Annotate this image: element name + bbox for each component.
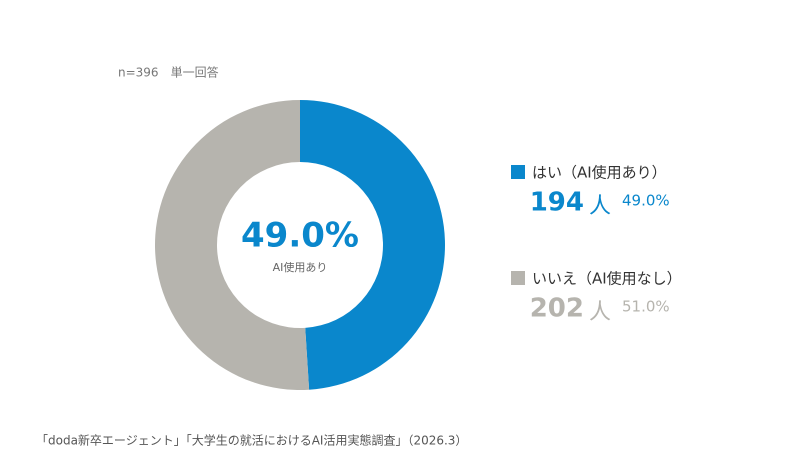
legend-label: いいえ（AI使用なし） — [532, 270, 682, 288]
count: 202 — [530, 294, 584, 324]
source: 「doda新卒エージェント」「大学生の就活におけるAI活用実態調査」（2026.… — [36, 433, 467, 448]
legend-swatch — [511, 165, 525, 179]
percent-label: 49.0% — [622, 192, 670, 210]
percent-label: 51.0% — [622, 298, 670, 316]
legend-swatch — [511, 271, 525, 285]
count-unit: 人 — [589, 194, 611, 219]
legend-label: はい（AI使用あり） — [532, 164, 667, 182]
center-label: AI使用あり — [273, 261, 328, 274]
note: n=396 単一回答 — [118, 65, 219, 80]
count: 194 — [530, 188, 584, 218]
donut-segment — [154, 100, 310, 390]
donut-segment — [300, 100, 445, 390]
count-unit: 人 — [589, 300, 611, 325]
center-value: 49.0% — [241, 216, 359, 256]
